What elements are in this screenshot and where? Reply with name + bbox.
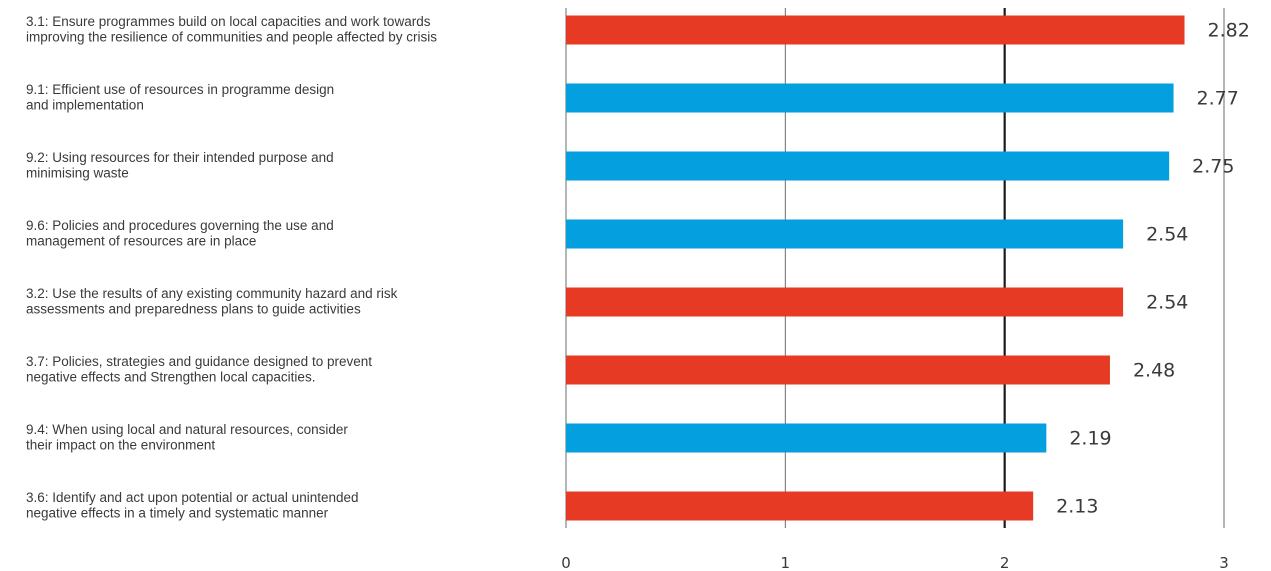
value-label: 2.13 — [1056, 496, 1098, 518]
category-label: 9.2: Using resources for their intended … — [26, 150, 334, 181]
category-label: 3.7: Policies, strategies and guidance d… — [26, 354, 372, 385]
x-tick-label: 1 — [781, 554, 791, 571]
value-labels: 2.82 2.77 2.75 2.54 2.54 2.48 2.19 2.13 — [1056, 20, 1250, 518]
bars — [566, 15, 1185, 521]
value-label: 2.82 — [1208, 20, 1250, 42]
value-label: 2.54 — [1146, 224, 1188, 246]
bar — [566, 423, 1047, 453]
x-tick-label: 0 — [561, 554, 571, 571]
x-tick-label: 3 — [1219, 554, 1229, 571]
x-axis-ticks: 0 1 2 3 — [561, 554, 1229, 571]
bar — [566, 287, 1124, 317]
category-label: 3.2: Use the results of any existing com… — [26, 286, 398, 317]
category-label: 3.6: Identify and act upon potential or … — [26, 490, 359, 521]
category-label: 9.6: Policies and procedures governing t… — [26, 218, 334, 249]
value-label: 2.77 — [1197, 88, 1239, 110]
value-label: 2.75 — [1192, 156, 1234, 178]
bar — [566, 355, 1110, 385]
x-tick-label: 2 — [1000, 554, 1010, 571]
value-label: 2.48 — [1133, 360, 1175, 382]
value-label: 2.54 — [1146, 292, 1188, 314]
category-label: 9.1: Efficient use of resources in progr… — [26, 82, 334, 113]
bar — [566, 219, 1124, 249]
bar — [566, 15, 1185, 45]
bar — [566, 491, 1034, 521]
category-label: 9.4: When using local and natural resour… — [26, 422, 348, 453]
category-labels: 3.1: Ensure programmes build on local ca… — [26, 14, 437, 521]
bar — [566, 83, 1174, 113]
category-label: 3.1: Ensure programmes build on local ca… — [26, 14, 437, 45]
bar — [566, 151, 1170, 181]
value-label: 2.19 — [1069, 428, 1111, 450]
